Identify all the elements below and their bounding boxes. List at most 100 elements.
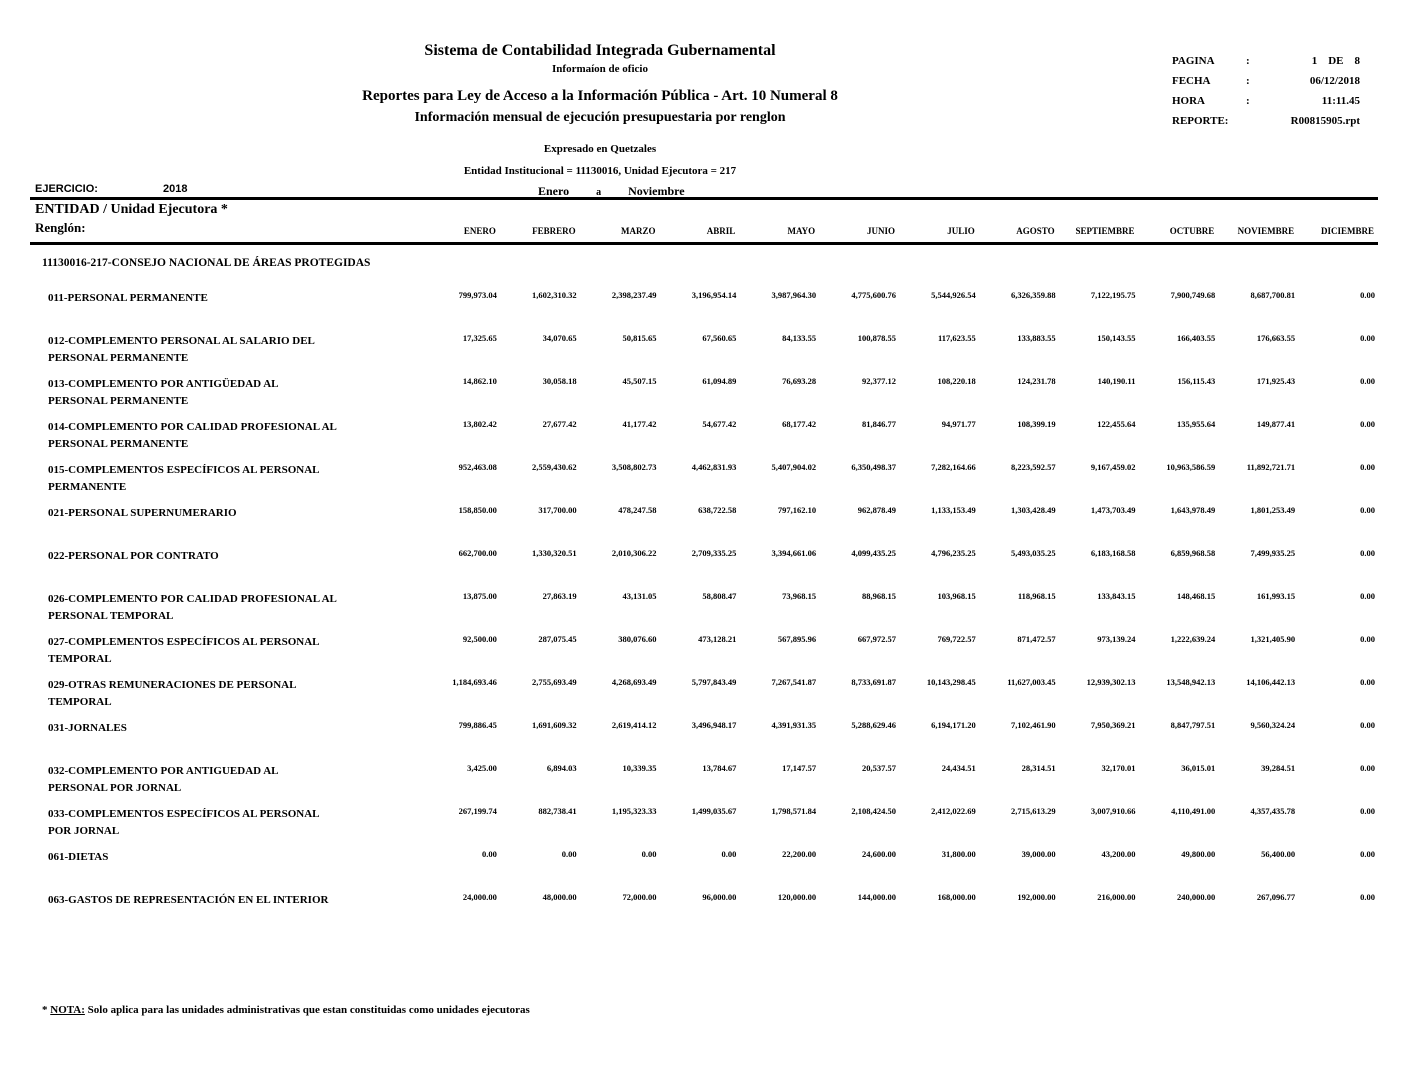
page-title: Sistema de Contabilidad Integrada Gubern… bbox=[424, 42, 776, 59]
column-header-month: FEBRERO bbox=[499, 220, 580, 245]
cell-value: 133,883.55 bbox=[1017, 332, 1056, 343]
table-row: 033-COMPLEMENTOS ESPECÍFICOS AL PERSONAL… bbox=[30, 806, 1378, 849]
period-to: Noviembre bbox=[628, 184, 685, 198]
cell-value: 133,843.15 bbox=[1097, 590, 1136, 601]
cell-value: 117,623.55 bbox=[938, 332, 976, 343]
cell-value: 8,733,691.87 bbox=[851, 676, 896, 687]
cell-value: 14,862.10 bbox=[462, 375, 497, 386]
footnote-nota-label: NOTA: bbox=[50, 1004, 85, 1016]
cell-value: 7,102,461.90 bbox=[1011, 719, 1056, 730]
cell-value: 34,070.65 bbox=[542, 332, 577, 343]
cell-value: 140,190.11 bbox=[1097, 375, 1136, 386]
table-row: 021-PERSONAL SUPERNUMERARIO 158,850.00 317… bbox=[30, 505, 1378, 548]
cell-value: 1,602,310.32 bbox=[532, 289, 577, 300]
cell-value: 240,000.00 bbox=[1177, 891, 1216, 902]
cell-value: 5,544,926.54 bbox=[931, 289, 976, 300]
pagina-label: PAGINA bbox=[1172, 55, 1215, 67]
cell-value: 1,643,978.49 bbox=[1170, 504, 1216, 515]
table-row: 031-JORNALES 799,886.45 1,691,609.32 2,619,… bbox=[30, 720, 1378, 763]
cell-value: 13,548,942.13 bbox=[1166, 676, 1216, 687]
report-law-title: Reportes para Ley de Acceso a la Informa… bbox=[362, 88, 838, 104]
cell-value: 32,170.01 bbox=[1101, 762, 1136, 773]
cell-value: 11,892,721.71 bbox=[1246, 461, 1296, 472]
cell-value: 192,000.00 bbox=[1017, 891, 1056, 902]
footnote: * NOTA: Solo aplica para las unidades ad… bbox=[42, 1004, 530, 1016]
renglon-label: Renglón: bbox=[30, 220, 420, 245]
cell-value: 96,000.00 bbox=[702, 891, 737, 902]
cell-value: 0.00 bbox=[1360, 633, 1375, 644]
table-row: 011-PERSONAL PERMANENTE 799,973.04 1,602,3… bbox=[30, 290, 1378, 333]
cell-value: 24,434.51 bbox=[941, 762, 976, 773]
column-header-month: OCTUBRE bbox=[1138, 220, 1219, 245]
cell-value: 0.00 bbox=[1360, 762, 1375, 773]
cell-value: 2,398,237.49 bbox=[611, 289, 657, 300]
column-header-month: ENERO bbox=[420, 220, 500, 245]
cell-value: 4,775,600.76 bbox=[851, 289, 896, 300]
cell-value: 10,143,298.45 bbox=[926, 676, 976, 687]
column-header-month: ABRIL bbox=[659, 220, 740, 245]
meta-reporte: REPORTE: R00815905.rpt bbox=[1172, 115, 1360, 127]
cell-value: 7,122,195.75 bbox=[1090, 289, 1136, 300]
cell-value: 48,000.00 bbox=[542, 891, 577, 902]
cell-value: 1,473,703.49 bbox=[1090, 504, 1136, 515]
cell-value: 1,691,609.32 bbox=[532, 719, 577, 730]
cell-value: 166,403.55 bbox=[1177, 332, 1216, 343]
cell-value: 149,877.41 bbox=[1256, 418, 1296, 429]
column-header-month: MAYO bbox=[739, 220, 820, 245]
column-header-month: AGOSTO bbox=[978, 220, 1059, 245]
cell-value: 4,268,693.49 bbox=[611, 676, 657, 687]
cell-value: 216,000.00 bbox=[1097, 891, 1136, 902]
ejercicio-label: EJERCICIO: bbox=[35, 183, 98, 195]
cell-value: 24,000.00 bbox=[462, 891, 497, 902]
cell-value: 2,755,693.49 bbox=[532, 676, 577, 687]
meta-hora: HORA : 11:11.45 bbox=[1172, 95, 1360, 107]
cell-value: 0.00 bbox=[1360, 332, 1375, 343]
cell-value: 8,847,797.51 bbox=[1170, 719, 1216, 730]
row-label-text: 022-PERSONAL POR CONTRATO bbox=[48, 549, 219, 562]
cell-value: 7,950,369.21 bbox=[1090, 719, 1136, 730]
cell-value: 1,330,320.51 bbox=[532, 547, 577, 558]
cell-value: 662,700.00 bbox=[458, 547, 497, 558]
row-label: 013-COMPLEMENTO POR ANTIGÜEDAD AL PERSON… bbox=[30, 376, 420, 419]
cell-value: 58,808.47 bbox=[702, 590, 737, 601]
cell-value: 962,878.49 bbox=[857, 504, 896, 515]
cell-value: 156,115.43 bbox=[1177, 375, 1216, 386]
cell-value: 1,801,253.49 bbox=[1250, 504, 1296, 515]
cell-value: 76,693.28 bbox=[782, 375, 817, 386]
cell-value: 43,200.00 bbox=[1101, 848, 1136, 859]
cell-value: 14,106,442.13 bbox=[1246, 676, 1296, 687]
row-label: 061-DIETAS bbox=[30, 849, 420, 892]
cell-value: 176,663.55 bbox=[1256, 332, 1296, 343]
cell-value: 124,231.78 bbox=[1017, 375, 1056, 386]
cell-value: 1,499,035.67 bbox=[691, 805, 737, 816]
cell-value: 1,798,571.84 bbox=[771, 805, 817, 816]
cell-value: 9,167,459.02 bbox=[1090, 461, 1136, 472]
row-label-text: 015-COMPLEMENTOS ESPECÍFICOS AL PERSONAL… bbox=[48, 463, 319, 493]
cell-value: 168,000.00 bbox=[937, 891, 976, 902]
cell-value: 5,797,843.49 bbox=[691, 676, 737, 687]
cell-value: 118,968.15 bbox=[1017, 590, 1056, 601]
cell-value: 797,162.10 bbox=[777, 504, 817, 515]
footnote-body: Solo aplica para las unidades administra… bbox=[87, 1004, 530, 1016]
cell-value: 28,314.51 bbox=[1021, 762, 1056, 773]
cell-value: 6,894.03 bbox=[546, 762, 577, 773]
section-row: 11130016-217-CONSEJO NACIONAL DE ÁREAS P… bbox=[30, 244, 1378, 290]
report-description: Información mensual de ejecución presupu… bbox=[414, 110, 786, 125]
row-label: 033-COMPLEMENTOS ESPECÍFICOS AL PERSONAL… bbox=[30, 806, 420, 849]
page-subtitle: Informaíon de oficio bbox=[552, 63, 648, 75]
period-range: Enero a Noviembre bbox=[538, 184, 685, 199]
cell-value: 3,496,948.17 bbox=[691, 719, 737, 730]
row-label: 014-COMPLEMENTO POR CALIDAD PROFESIONAL … bbox=[30, 419, 420, 462]
cell-value: 3,987,964.30 bbox=[771, 289, 817, 300]
cell-value: 7,282,164.66 bbox=[931, 461, 976, 472]
cell-value: 7,499,935.25 bbox=[1250, 547, 1296, 558]
cell-value: 3,007,910.66 bbox=[1090, 805, 1136, 816]
cell-value: 952,463.08 bbox=[458, 461, 497, 472]
table-row: 029-OTRAS REMUNERACIONES DE PERSONAL TEM… bbox=[30, 677, 1378, 720]
cell-value: 473,128.21 bbox=[698, 633, 737, 644]
row-label-text: 012-COMPLEMENTO PERSONAL AL SALARIO DEL … bbox=[48, 334, 315, 364]
cell-value: 6,859,968.58 bbox=[1170, 547, 1216, 558]
reporte-colon bbox=[1246, 115, 1272, 127]
ejercicio-line: EJERCICIO: 2018 bbox=[35, 183, 188, 195]
cell-value: 2,010,306.22 bbox=[611, 547, 657, 558]
